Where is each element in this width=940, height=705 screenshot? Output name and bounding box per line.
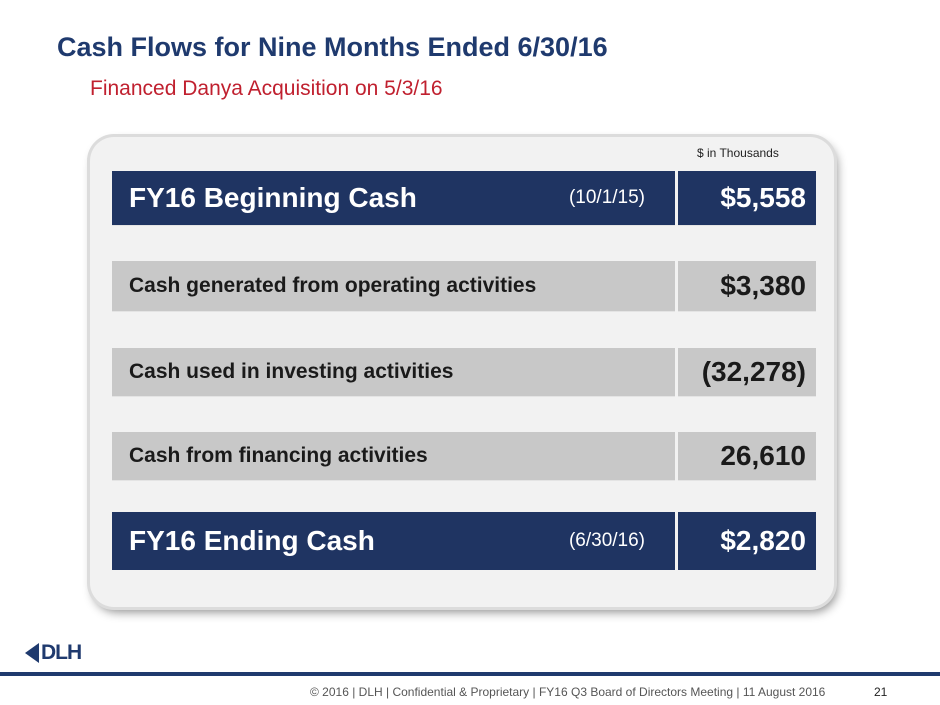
cell-value: $5,558 — [678, 171, 816, 225]
investing-label: Cash used in investing activities — [129, 360, 454, 383]
ending-cash-value: $2,820 — [720, 525, 806, 556]
operating-value: $3,380 — [720, 270, 806, 301]
row-beginning-cash: FY16 Beginning Cash (10/1/15) $5,558 — [112, 171, 816, 225]
cell-label: Cash used in investing activities — [112, 348, 675, 396]
cell-value: $2,820 — [678, 512, 816, 570]
cell-empty — [678, 311, 816, 348]
row-investing: Cash used in investing activities (32,27… — [112, 348, 816, 396]
beginning-cash-date: (10/1/15) — [568, 187, 645, 208]
slide-subtitle: Financed Danya Acquisition on 5/3/16 — [90, 77, 443, 100]
row-ending-cash: FY16 Ending Cash (6/30/16) $2,820 — [112, 512, 816, 570]
row-financing: Cash from financing activities 26,610 — [112, 432, 816, 480]
cell-label: Cash from financing activities — [112, 432, 675, 480]
investing-value: (32,278) — [701, 356, 806, 387]
cell-value: (32,278) — [678, 348, 816, 396]
cell-value: $3,380 — [678, 261, 816, 311]
page-number: 21 — [874, 685, 888, 699]
row-spacer — [112, 311, 816, 348]
cell-empty — [112, 225, 675, 261]
operating-label: Cash generated from operating activities — [129, 274, 537, 297]
row-spacer — [112, 225, 816, 261]
financing-label: Cash from financing activities — [129, 444, 428, 467]
ending-cash-label: FY16 Ending Cash — [129, 525, 375, 556]
cell-label: FY16 Beginning Cash (10/1/15) — [112, 171, 675, 225]
row-spacer — [112, 396, 816, 432]
cell-empty — [678, 396, 816, 432]
cell-label: Cash generated from operating activities — [112, 261, 675, 311]
financing-value: 26,610 — [720, 440, 806, 471]
cell-empty — [112, 480, 675, 512]
logo-text: DLH — [41, 641, 82, 664]
row-spacer — [112, 480, 816, 512]
logo-arrow-icon — [25, 643, 39, 663]
beginning-cash-label: FY16 Beginning Cash — [129, 182, 417, 213]
cell-empty — [678, 480, 816, 512]
footer-divider — [0, 672, 940, 676]
dlh-logo: DLH — [25, 641, 82, 664]
footer-text: © 2016 | DLH | Confidential & Proprietar… — [310, 685, 826, 699]
row-operating: Cash generated from operating activities… — [112, 261, 816, 311]
cell-empty — [678, 225, 816, 261]
slide-title: Cash Flows for Nine Months Ended 6/30/16 — [57, 32, 608, 62]
cell-value: 26,610 — [678, 432, 816, 480]
ending-cash-date: (6/30/16) — [568, 530, 645, 551]
cell-empty — [112, 311, 675, 348]
units-note: $ in Thousands — [697, 146, 779, 160]
cell-label: FY16 Ending Cash (6/30/16) — [112, 512, 675, 570]
cell-empty — [112, 396, 675, 432]
beginning-cash-value: $5,558 — [720, 182, 806, 213]
